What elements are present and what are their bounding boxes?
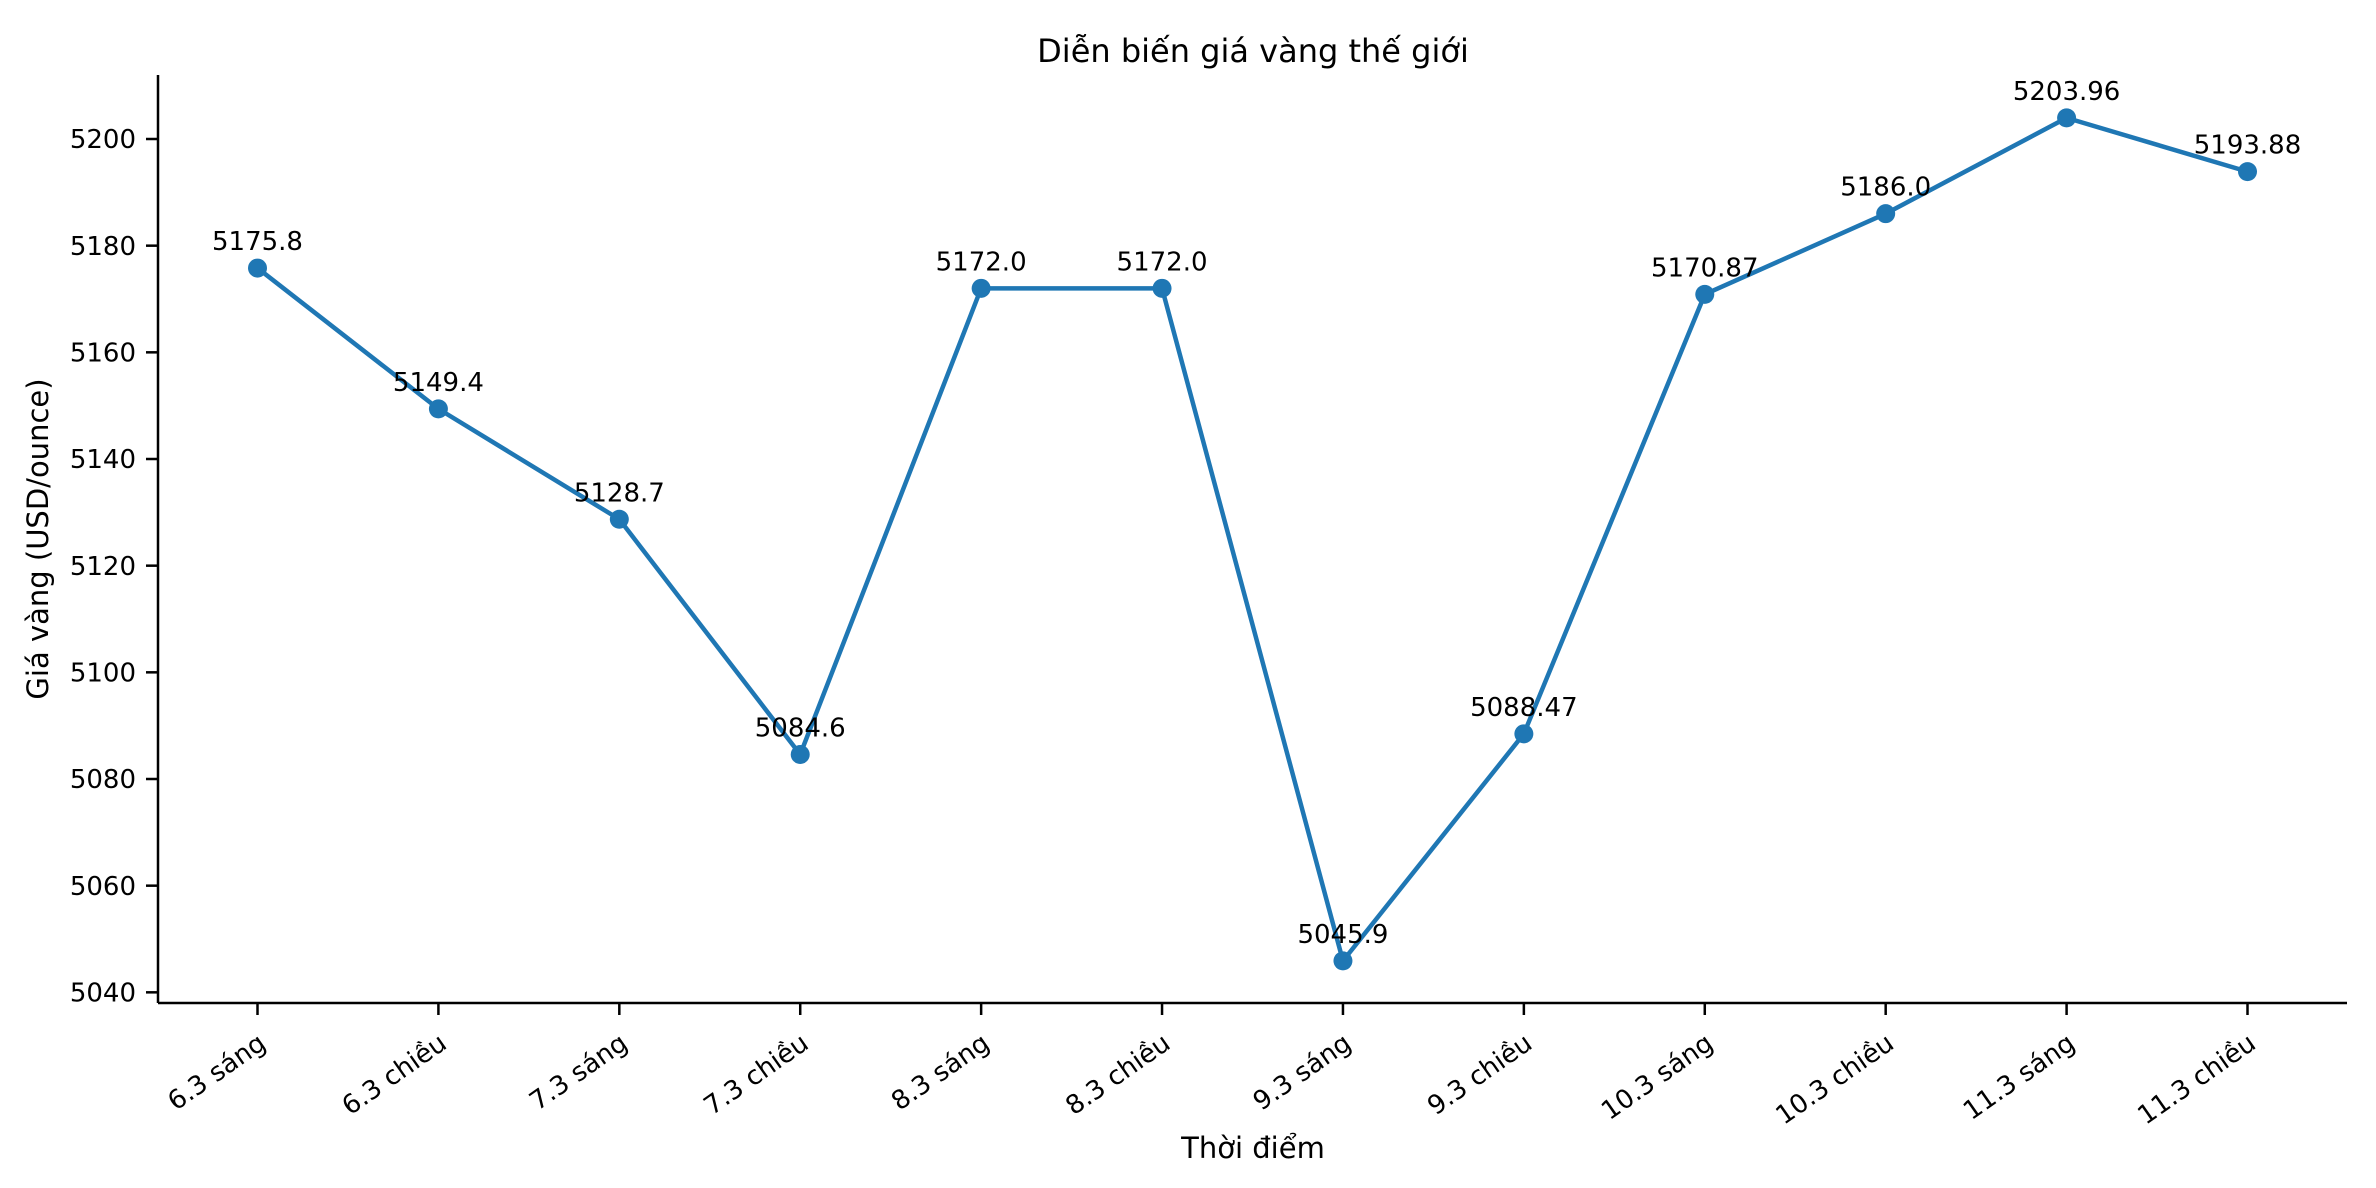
y-tick-label: 5040 bbox=[70, 978, 136, 1008]
data-point-label: 5088.47 bbox=[1470, 693, 1578, 723]
x-tick-label: 6.3 sáng bbox=[162, 1028, 271, 1117]
data-point-label: 5149.4 bbox=[393, 368, 484, 398]
data-point-label: 5172.0 bbox=[936, 247, 1027, 277]
data-point-marker bbox=[428, 399, 448, 419]
data-point-label: 5175.8 bbox=[212, 227, 303, 257]
data-point-label: 5193.88 bbox=[2194, 131, 2302, 161]
data-point-marker bbox=[1333, 951, 1353, 971]
data-point-marker bbox=[1152, 278, 1172, 298]
x-tick-label: 11.3 sáng bbox=[1958, 1028, 2081, 1126]
data-point-marker bbox=[609, 509, 629, 529]
data-point-marker bbox=[971, 278, 991, 298]
x-tick-label: 10.3 sáng bbox=[1596, 1028, 1719, 1126]
data-point-marker bbox=[2238, 162, 2257, 182]
x-tick-label: 7.3 sáng bbox=[524, 1028, 633, 1117]
y-tick-label: 5060 bbox=[70, 872, 136, 902]
x-tick-label: 8.3 sáng bbox=[886, 1028, 995, 1117]
data-point-marker bbox=[2057, 108, 2077, 128]
chart-title: Diễn biến giá vàng thế giới bbox=[1037, 32, 1469, 70]
data-point-marker bbox=[790, 744, 810, 764]
x-tick-label: 9.3 chiều bbox=[1422, 1028, 1538, 1121]
y-tick-label: 5100 bbox=[70, 658, 136, 688]
x-tick-label: 11.3 chiều bbox=[2132, 1028, 2261, 1131]
series-layer bbox=[248, 108, 2257, 971]
axes: 5040 5060 5080 5100 5120 5140 5160 5180 5200 6.3 … bbox=[70, 75, 2347, 1131]
data-point-marker bbox=[1695, 284, 1715, 304]
x-axis-label: Thời điểm bbox=[1180, 1131, 1325, 1165]
y-tick-label: 5160 bbox=[70, 338, 136, 368]
data-point-marker bbox=[248, 258, 267, 278]
x-tick-label: 7.3 chiều bbox=[699, 1028, 815, 1121]
data-point-marker bbox=[1876, 204, 1896, 224]
y-tick-label: 5140 bbox=[70, 445, 136, 475]
data-point-label: 5172.0 bbox=[1117, 247, 1208, 277]
y-tick-label: 5200 bbox=[70, 125, 136, 155]
series-line bbox=[255, 115, 2250, 964]
x-tick-label: 9.3 sáng bbox=[1248, 1028, 1357, 1117]
data-point-label: 5186.0 bbox=[1840, 173, 1931, 203]
data-point-label: 5045.9 bbox=[1297, 920, 1388, 950]
data-point-label: 5170.87 bbox=[1651, 253, 1759, 283]
x-tick-label: 6.3 chiều bbox=[337, 1028, 453, 1121]
y-tick-label: 5120 bbox=[70, 552, 136, 582]
y-tick-label: 5180 bbox=[70, 232, 136, 262]
y-axis-label: Giá vàng (USD/ounce) bbox=[21, 378, 55, 699]
data-point-marker bbox=[1514, 724, 1534, 744]
x-tick-label: 10.3 chiều bbox=[1771, 1028, 1900, 1131]
y-tick-label: 5080 bbox=[70, 765, 136, 795]
data-point-label: 5084.6 bbox=[755, 713, 846, 743]
annotations-layer: 5175.8 5149.4 5128.7 5084.6 5172.0 5172.0 5045… bbox=[212, 77, 2301, 950]
x-tick-label: 8.3 chiều bbox=[1060, 1028, 1176, 1121]
data-point-label: 5128.7 bbox=[574, 478, 665, 508]
data-point-label: 5203.96 bbox=[2013, 77, 2121, 107]
